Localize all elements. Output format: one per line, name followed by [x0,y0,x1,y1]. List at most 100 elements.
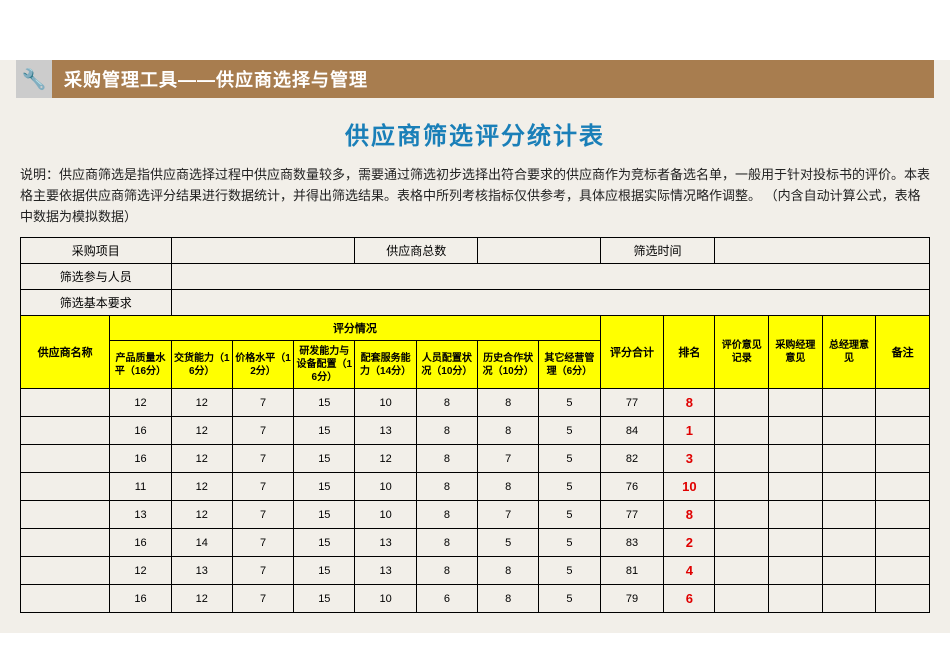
description-text: 说明：供应商筛选是指供应商选择过程中供应商数量较多，需要通过筛选初步选择出符合要… [20,165,930,227]
cell-score: 12 [171,389,232,417]
cell-score: 15 [294,445,355,473]
cell-score: 7 [232,473,293,501]
cell-score: 13 [355,417,416,445]
label-basic-req: 筛选基本要求 [21,290,172,316]
cell-score: 10 [355,585,416,613]
cell-supplier-name [21,585,110,613]
cell-note [876,445,930,473]
cell-score: 7 [478,501,539,529]
cell-score: 5 [539,585,600,613]
cell-pm-opinion [769,501,823,529]
cell-score: 12 [171,473,232,501]
cell-score: 7 [478,445,539,473]
table-row: 121271510885778 [21,389,930,417]
cell-score: 15 [294,501,355,529]
hdr-supplier-name: 供应商名称 [21,316,110,389]
cell-score: 12 [171,417,232,445]
cell-score: 8 [416,473,477,501]
cell-eval-record [715,389,769,417]
cell-note [876,529,930,557]
cell-rank: 1 [664,417,715,445]
cell-total: 76 [600,473,664,501]
cell-score: 8 [478,557,539,585]
cell-score: 7 [232,585,293,613]
cell-gm-opinion [822,473,876,501]
cell-score: 7 [232,557,293,585]
info-row-1: 采购项目 供应商总数 筛选时间 [21,238,930,264]
hdr-crit-7: 其它经营管理（6分） [539,341,600,389]
cell-score: 15 [294,389,355,417]
cell-score: 12 [171,585,232,613]
cell-rank: 2 [664,529,715,557]
cell-note [876,585,930,613]
cell-score: 7 [232,529,293,557]
page-title: 供应商筛选评分统计表 [0,98,950,165]
cell-score: 5 [539,473,600,501]
cell-gm-opinion [822,557,876,585]
cell-rank: 10 [664,473,715,501]
cell-rank: 3 [664,445,715,473]
cell-total: 83 [600,529,664,557]
table-row: 161271512875823 [21,445,930,473]
cell-eval-record [715,557,769,585]
cell-score: 14 [171,529,232,557]
cell-score: 5 [539,557,600,585]
cell-eval-record [715,529,769,557]
cell-gm-opinion [822,417,876,445]
table-row: 1112715108857610 [21,473,930,501]
cell-score: 8 [478,585,539,613]
label-participants: 筛选参与人员 [21,264,172,290]
cell-score: 15 [294,417,355,445]
header-row-1: 供应商名称 评分情况 评分合计 排名 评价意见记录 采购经理意见 总经理意见 备… [21,316,930,341]
label-filter-time: 筛选时间 [600,238,715,264]
cell-score: 7 [232,501,293,529]
cell-pm-opinion [769,417,823,445]
cell-note [876,557,930,585]
cell-score: 8 [478,389,539,417]
table-row: 161471513855832 [21,529,930,557]
cell-score: 15 [294,585,355,613]
cell-score: 5 [478,529,539,557]
banner-title: 采购管理工具——供应商选择与管理 [52,60,934,98]
cell-score: 13 [110,501,171,529]
cell-score: 12 [171,501,232,529]
score-table: 采购项目 供应商总数 筛选时间 筛选参与人员 筛选基本要求 供应商名称 评分情况… [20,237,930,613]
cell-score: 8 [478,417,539,445]
cell-gm-opinion [822,445,876,473]
cell-supplier-name [21,473,110,501]
cell-note [876,417,930,445]
cell-score: 7 [232,389,293,417]
hdr-crit-3: 研发能力与设备配置（16分） [294,341,355,389]
cell-score: 13 [355,557,416,585]
cell-rank: 4 [664,557,715,585]
value-basic-req [171,290,929,316]
cell-eval-record [715,585,769,613]
cell-total: 81 [600,557,664,585]
cell-score: 8 [416,529,477,557]
label-supplier-total: 供应商总数 [355,238,478,264]
hdr-pm-opinion: 采购经理意见 [769,316,823,389]
cell-gm-opinion [822,501,876,529]
cell-gm-opinion [822,585,876,613]
hdr-total: 评分合计 [600,316,664,389]
banner: 🔧 采购管理工具——供应商选择与管理 [16,60,934,98]
hdr-crit-6: 历史合作状况（10分） [478,341,539,389]
cell-score: 5 [539,417,600,445]
cell-supplier-name [21,501,110,529]
value-supplier-total [478,238,601,264]
value-purchase-project [171,238,355,264]
cell-pm-opinion [769,473,823,501]
cell-supplier-name [21,445,110,473]
cell-pm-opinion [769,585,823,613]
cell-score: 8 [478,473,539,501]
cell-note [876,473,930,501]
cell-supplier-name [21,557,110,585]
cell-score: 5 [539,389,600,417]
cell-total: 77 [600,389,664,417]
cell-score: 15 [294,473,355,501]
cell-score: 12 [171,445,232,473]
cell-eval-record [715,501,769,529]
cell-score: 15 [294,529,355,557]
cell-score: 6 [416,585,477,613]
cell-total: 79 [600,585,664,613]
